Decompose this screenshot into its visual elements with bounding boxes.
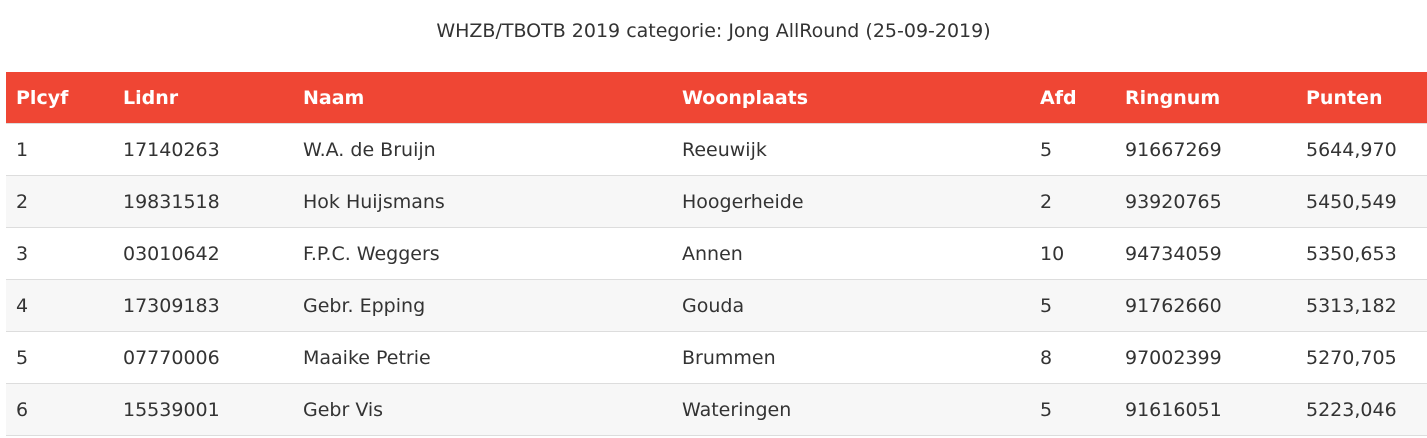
table-cell: 5223,046 [1296, 383, 1427, 436]
table-cell: Annen [672, 227, 1030, 280]
table-cell: 1 [6, 123, 113, 176]
table-row: 6 15539001 Gebr Vis Wateringen 5 91616051 5223… [6, 383, 1427, 436]
table-cell: 94734059 [1115, 227, 1296, 280]
table-cell: 10 [1030, 227, 1115, 280]
table-cell: 5 [1030, 383, 1115, 436]
table-cell: Gouda [672, 279, 1030, 332]
table-cell: 4 [6, 279, 113, 332]
table-cell: F.P.C. Weggers [293, 227, 672, 280]
column-header: Afd [1030, 72, 1115, 124]
table-cell: 15539001 [113, 383, 293, 436]
column-header: Woonplaats [672, 72, 1030, 124]
table-cell: 5450,549 [1296, 175, 1427, 228]
table-cell: 8 [1030, 331, 1115, 384]
table-cell: 17309183 [113, 279, 293, 332]
table-row: 4 17309183 Gebr. Epping Gouda 5 91762660 5313,… [6, 279, 1427, 332]
table-cell: 91616051 [1115, 383, 1296, 436]
table-row: 5 07770006 Maaike Petrie Brummen 8 97002399 52… [6, 331, 1427, 384]
table-cell: Maaike Petrie [293, 331, 672, 384]
table-cell: Reeuwijk [672, 123, 1030, 176]
table-cell: 91762660 [1115, 279, 1296, 332]
column-header: Punten [1296, 72, 1427, 124]
table-cell: 91667269 [1115, 123, 1296, 176]
table-cell: Wateringen [672, 383, 1030, 436]
table-cell: Hok Huijsmans [293, 175, 672, 228]
results-table: Plcyf Lidnr Naam Woonplaats Afd Ringnum Punten… [6, 72, 1427, 436]
table-cell: 03010642 [113, 227, 293, 280]
table-cell: 07770006 [113, 331, 293, 384]
page-title: WHZB/TBOTB 2019 categorie: Jong AllRound… [436, 20, 991, 42]
table-cell: 5644,970 [1296, 123, 1427, 176]
table-cell: 6 [6, 383, 113, 436]
table-cell: 5313,182 [1296, 279, 1427, 332]
column-header: Plcyf [6, 72, 113, 124]
table-cell: Hoogerheide [672, 175, 1030, 228]
table-row: 3 03010642 F.P.C. Weggers Annen 10 94734059 53… [6, 227, 1427, 280]
header-row: Plcyf Lidnr Naam Woonplaats Afd Ringnum Punten [6, 72, 1427, 124]
table-cell: 5 [6, 331, 113, 384]
table-cell: Gebr. Epping [293, 279, 672, 332]
table-cell: 5 [1030, 279, 1115, 332]
column-header: Ringnum [1115, 72, 1296, 124]
table-cell: Brummen [672, 331, 1030, 384]
table-cell: 17140263 [113, 123, 293, 176]
table-row: 1 17140263 W.A. de Bruijn Reeuwijk 5 91667269… [6, 123, 1427, 176]
table-cell: 2 [6, 175, 113, 228]
table-cell: 3 [6, 227, 113, 280]
table-cell: 5270,705 [1296, 331, 1427, 384]
column-header: Naam [293, 72, 672, 124]
table-row: 2 19831518 Hok Huijsmans Hoogerheide 2 939207… [6, 175, 1427, 228]
table-cell: 2 [1030, 175, 1115, 228]
table-cell: 97002399 [1115, 331, 1296, 384]
table-cell: 93920765 [1115, 175, 1296, 228]
table-cell: 5350,653 [1296, 227, 1427, 280]
table-cell: 19831518 [113, 175, 293, 228]
table-cell: W.A. de Bruijn [293, 123, 672, 176]
table-cell: 5 [1030, 123, 1115, 176]
table-cell: Gebr Vis [293, 383, 672, 436]
column-header: Lidnr [113, 72, 293, 124]
